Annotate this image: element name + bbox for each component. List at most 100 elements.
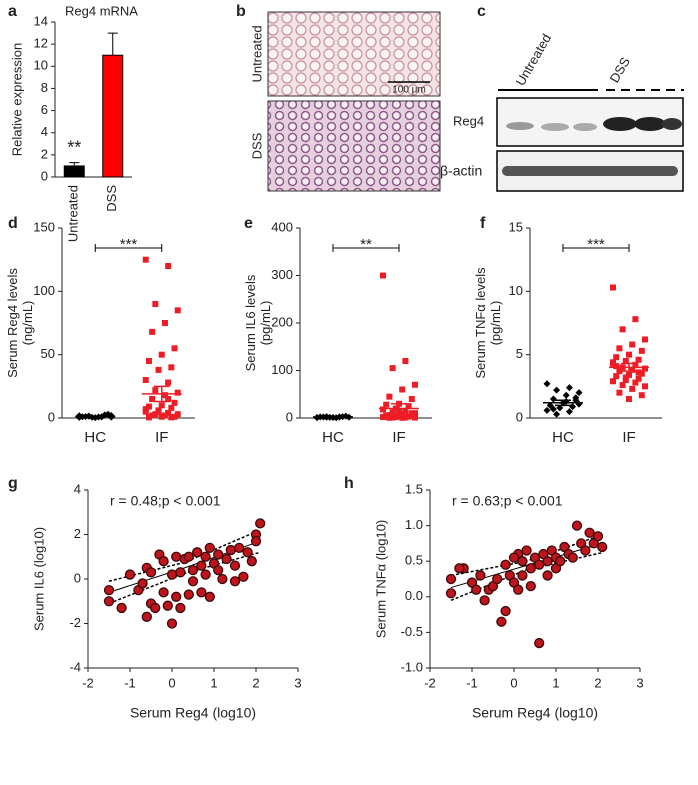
mean-sem <box>141 385 182 403</box>
point <box>445 588 457 599</box>
point <box>565 408 573 416</box>
y-axis-label: Relative expression <box>9 43 24 156</box>
y-axis-label: (pg/mL) <box>258 301 273 346</box>
x-tick-label: -2 <box>82 675 94 690</box>
point <box>396 413 402 420</box>
point <box>392 414 399 421</box>
point <box>555 556 566 567</box>
blot-band <box>502 166 678 176</box>
point <box>196 560 207 571</box>
point <box>513 584 524 595</box>
point <box>152 411 159 418</box>
point <box>632 379 639 386</box>
point <box>187 564 199 576</box>
point <box>629 341 636 348</box>
point <box>610 284 616 291</box>
point <box>145 567 157 578</box>
histology-image <box>267 11 441 97</box>
point <box>204 542 215 553</box>
y-tick-label: 0 <box>74 570 81 585</box>
point <box>542 570 553 581</box>
point <box>565 384 573 392</box>
blot-band <box>506 122 534 130</box>
x-tick-label: 2 <box>594 675 601 690</box>
point <box>149 328 156 335</box>
point <box>525 563 536 574</box>
lane-label: Untreated <box>513 31 555 88</box>
point <box>103 596 115 607</box>
point <box>584 527 595 538</box>
annotation: r = 0.63;p < 0.001 <box>452 493 563 509</box>
x-tick-label: -2 <box>424 675 436 690</box>
bar <box>63 165 85 178</box>
point <box>500 559 511 570</box>
point <box>626 371 632 378</box>
point <box>475 570 486 581</box>
point <box>542 556 553 567</box>
point <box>454 563 465 574</box>
point <box>145 403 152 410</box>
point <box>383 401 390 408</box>
y-tick-label: 1.0 <box>405 517 423 532</box>
point <box>571 520 583 531</box>
point <box>200 569 211 580</box>
point <box>171 413 178 420</box>
point <box>543 406 551 414</box>
point <box>553 410 561 418</box>
y-tick-label: 4 <box>74 481 81 496</box>
point <box>479 595 490 606</box>
point <box>613 363 620 370</box>
point <box>142 377 149 383</box>
point <box>597 541 608 553</box>
x-tick-label: HC <box>84 429 106 446</box>
y-tick-label: 12 <box>34 36 48 51</box>
point <box>213 564 224 576</box>
point <box>174 389 181 396</box>
point <box>155 408 162 415</box>
panel-letter: b <box>236 3 246 20</box>
point <box>610 378 616 385</box>
point <box>171 591 182 602</box>
point <box>632 361 639 368</box>
y-tick-label: 1.5 <box>405 481 423 496</box>
point <box>183 551 194 562</box>
mean-sem <box>379 403 419 414</box>
chart: a 0 2 4 6 8 10 12 14 Relative expression Reg4 mRNA… <box>8 3 138 242</box>
point <box>124 569 136 580</box>
point <box>389 414 396 421</box>
point <box>103 584 115 596</box>
point <box>389 409 396 416</box>
point <box>155 366 162 373</box>
y-axis-label: Serum IL6 levels <box>243 274 258 371</box>
point <box>496 616 507 627</box>
point <box>562 391 570 399</box>
y-axis-label: Serum TNFα (log10) <box>373 520 388 639</box>
x-tick-label: 0 <box>168 675 175 690</box>
point <box>638 392 645 399</box>
y-tick-label: 6 <box>41 102 48 117</box>
y-tick-label: 0 <box>286 409 293 424</box>
point <box>174 307 181 314</box>
panel-letter: f <box>480 215 486 232</box>
x-tick-label: 3 <box>636 675 643 690</box>
y-tick-label: 100 <box>33 283 55 298</box>
y-tick-label: 10 <box>509 283 523 298</box>
point <box>626 396 632 402</box>
y-tick-label: 100 <box>271 362 293 377</box>
point <box>412 381 418 388</box>
point <box>638 370 645 377</box>
point <box>399 411 406 418</box>
point <box>445 573 457 585</box>
point <box>380 406 386 413</box>
x-tick-label: IF <box>622 429 635 446</box>
point <box>234 542 245 553</box>
y-tick-label: 15 <box>509 219 523 234</box>
point <box>166 618 178 629</box>
point <box>152 301 159 307</box>
mean-sem <box>543 399 583 407</box>
histology-panel: b 100 μm Untreated DSS <box>236 3 441 192</box>
point <box>255 518 266 529</box>
point <box>567 552 578 563</box>
point <box>638 347 645 354</box>
